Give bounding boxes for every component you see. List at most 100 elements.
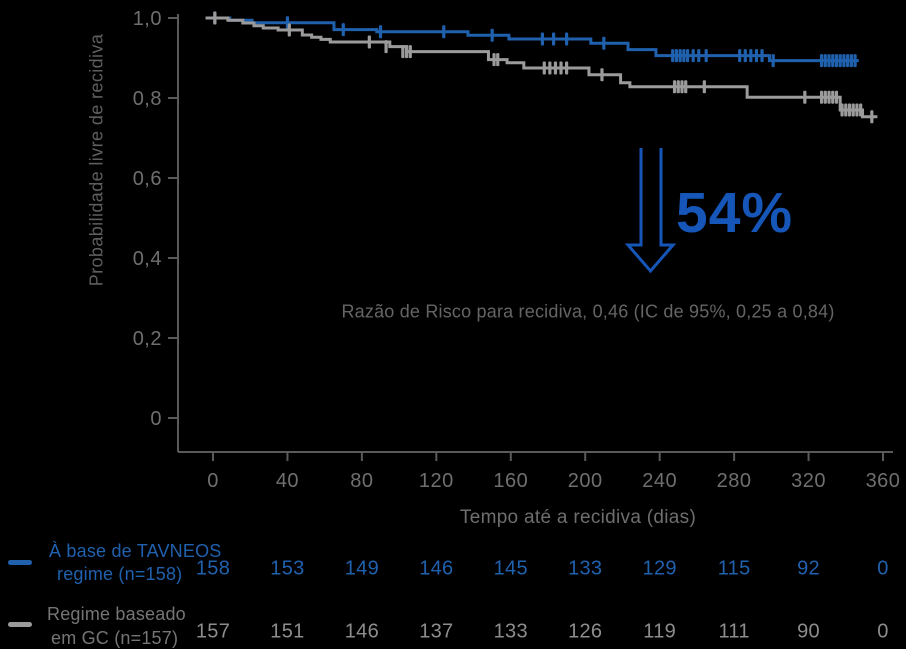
- x-axis-title: Tempo até a recidiva (dias): [459, 507, 697, 528]
- censor-tick: [859, 103, 863, 117]
- censor-tick: [551, 32, 556, 46]
- at-risk-count: 133: [493, 620, 528, 643]
- censor-tick: [819, 90, 824, 104]
- censor-tick: [855, 103, 859, 117]
- legend-gc-line1: Regime baseado: [47, 604, 186, 624]
- censor-tick: [823, 90, 827, 104]
- censor-tick: [697, 49, 701, 63]
- at-risk-count: 149: [344, 557, 380, 580]
- censor-tick: [367, 35, 371, 49]
- censor-tick: [678, 49, 682, 63]
- censor-tick: [846, 54, 850, 68]
- at-risk-count: 0: [877, 557, 889, 580]
- censor-tick: [819, 54, 824, 68]
- at-risk-count: 157: [195, 620, 231, 643]
- x-tick-label: 40: [276, 470, 299, 492]
- x-tick-label: 240: [642, 470, 677, 492]
- at-risk-count: 137: [419, 620, 454, 643]
- down-arrow-icon: [624, 148, 677, 274]
- censor-tick: [771, 54, 775, 68]
- censor-tick: [760, 49, 764, 63]
- x-tick-label: 120: [419, 470, 454, 492]
- censor-tick: [684, 80, 688, 94]
- censor-tick: [870, 110, 874, 124]
- percent-reduction-label: 54%: [676, 181, 794, 245]
- x-tick-label: 0: [207, 470, 219, 492]
- censor-tick: [676, 80, 680, 94]
- at-risk-count: 0: [877, 620, 889, 643]
- at-risk-count: 90: [797, 620, 820, 643]
- at-risk-count: 145: [493, 557, 528, 580]
- at-risk-count: 115: [717, 557, 751, 580]
- censor-tick: [672, 80, 677, 94]
- y-tick-label: 1,0: [133, 8, 162, 30]
- censor-tick: [823, 54, 827, 68]
- censor-tick: [540, 32, 545, 46]
- censor-tick: [401, 45, 405, 59]
- censor-tick: [671, 49, 675, 63]
- at-risk-count: 111: [718, 620, 750, 643]
- at-risk-count: 133: [568, 557, 603, 580]
- censor-tick: [682, 49, 686, 63]
- censor-tick: [674, 49, 679, 63]
- censor-tick: [842, 54, 846, 68]
- censor-tick: [702, 80, 706, 94]
- y-tick-label: 0,2: [133, 328, 162, 350]
- tavneos-line-swatch: [8, 560, 32, 565]
- censor-tick: [602, 36, 606, 50]
- censor-tick: [565, 32, 569, 46]
- at-risk-count: 119: [643, 620, 677, 643]
- censor-tick: [685, 49, 690, 63]
- hazard-ratio-text: Razão de Risco para recidiva, 0,46 (IC d…: [341, 301, 835, 322]
- censor-tick: [827, 54, 831, 68]
- x-tick-label: 360: [866, 470, 901, 492]
- at-risk-count: 151: [270, 620, 305, 643]
- censor-tick: [384, 40, 388, 54]
- censor-tick: [831, 90, 835, 104]
- censor-tick: [287, 23, 291, 37]
- censor-tick: [754, 49, 759, 63]
- censor-tick: [553, 61, 558, 75]
- at-risk-count: 146: [419, 557, 454, 580]
- censor-tick: [840, 103, 844, 117]
- at-risk-count: 129: [642, 557, 677, 580]
- legend-tavneos-line1: À base de TAVNEOS: [49, 541, 222, 561]
- km-curve-gc: [205, 16, 878, 119]
- censor-tick: [680, 80, 684, 94]
- censor-tick: [408, 45, 412, 59]
- x-tick-label: 160: [493, 470, 528, 492]
- censor-tick: [834, 90, 839, 104]
- y-tick-label: 0: [150, 408, 162, 430]
- censor-tick: [803, 90, 807, 104]
- at-risk-count: 126: [568, 620, 603, 643]
- censor-tick: [404, 45, 409, 59]
- legend-gc-line2: em GC (n=157): [51, 628, 179, 648]
- censor-tick: [853, 54, 857, 68]
- censor-tick: [341, 23, 345, 37]
- censor-tick: [600, 68, 604, 82]
- censor-tick: [378, 25, 383, 39]
- censor-tick: [559, 61, 563, 75]
- censor-tick: [847, 103, 852, 117]
- censor-tick: [542, 61, 546, 75]
- at-risk-count: 153: [270, 557, 305, 580]
- censor-tick: [844, 103, 848, 117]
- censor-tick: [704, 49, 708, 63]
- x-tick-label: 280: [717, 470, 752, 492]
- x-tick-label: 320: [791, 470, 826, 492]
- censor-tick: [548, 61, 552, 75]
- censor-tick: [213, 11, 217, 25]
- at-risk-count: 158: [195, 557, 231, 580]
- y-tick-label: 0,6: [133, 168, 162, 190]
- censor-tick: [743, 49, 747, 63]
- censor-tick: [738, 49, 742, 63]
- censor-tick: [492, 53, 496, 67]
- at-risk-count: 92: [797, 557, 820, 580]
- censor-tick: [849, 54, 853, 68]
- censor-tick: [442, 25, 446, 39]
- censor-tick: [749, 49, 753, 63]
- y-tick-label: 0,8: [133, 88, 162, 110]
- censor-tick: [834, 54, 839, 68]
